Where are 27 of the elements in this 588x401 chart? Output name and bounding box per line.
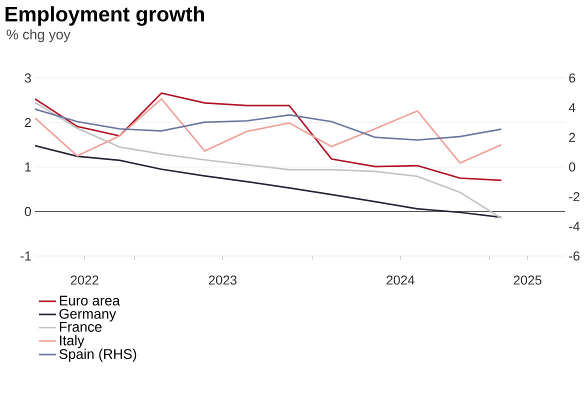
y2-tick-label: 0 bbox=[569, 162, 576, 172]
legend-label: Spain (RHS) bbox=[59, 348, 136, 362]
y2-tick-label: -4 bbox=[569, 222, 580, 231]
line-series bbox=[35, 108, 502, 141]
line-series bbox=[35, 92, 502, 182]
legend-label: Germany bbox=[59, 308, 116, 322]
chart-subtitle: % chg yoy bbox=[6, 29, 71, 42]
y-tick-label: 1 bbox=[25, 162, 31, 172]
x-tick-label: 2023 bbox=[208, 276, 237, 285]
y2-tick-label: -6 bbox=[569, 251, 580, 261]
x-tick-label: 2025 bbox=[514, 276, 542, 285]
y2-tick-label: 2 bbox=[569, 132, 576, 142]
y-tick-label: 3 bbox=[24, 73, 31, 83]
y-tick-label: 0 bbox=[24, 206, 31, 216]
y2-tick-label: 4 bbox=[568, 103, 576, 112]
y-tick-label: -1 bbox=[20, 252, 31, 260]
line-series bbox=[35, 98, 502, 164]
x-tick-label: 2024 bbox=[386, 276, 414, 285]
legend-label: Euro area bbox=[60, 296, 120, 306]
x-tick-label: 2022 bbox=[70, 276, 98, 285]
y-tick-label: 2 bbox=[24, 118, 31, 128]
chart-title: Employment growth bbox=[6, 6, 204, 26]
legend-label: France bbox=[60, 322, 102, 332]
y2-tick-label: -2 bbox=[569, 192, 580, 202]
y2-tick-label: 6 bbox=[569, 73, 576, 83]
legend-label: Italy bbox=[60, 335, 84, 348]
line-series bbox=[35, 102, 502, 219]
